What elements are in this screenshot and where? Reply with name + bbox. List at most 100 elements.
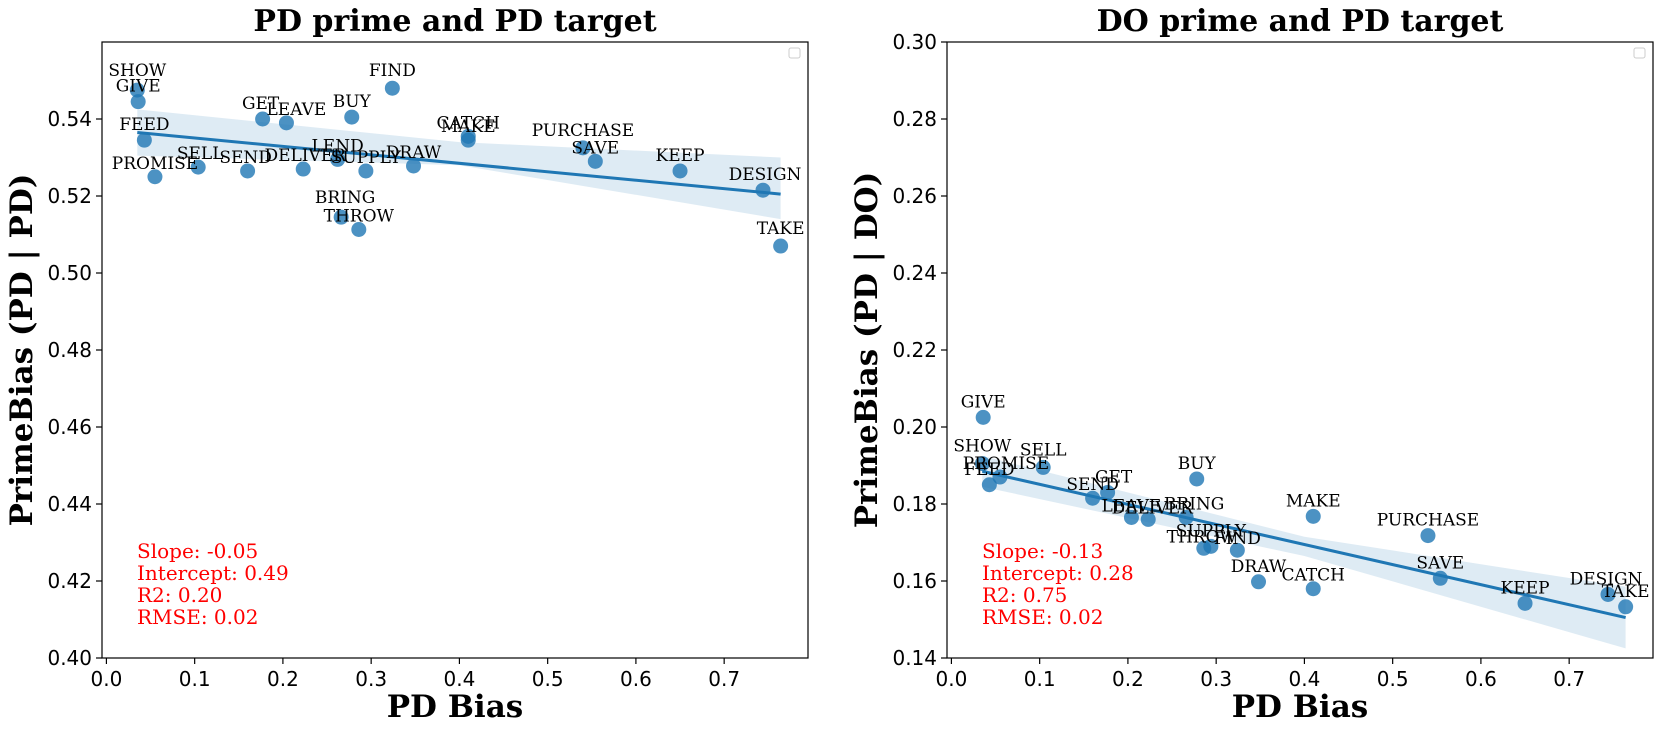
chart-right-point-send [1085,490,1101,506]
chart-left-label-supply: SUPPLY [331,148,402,168]
chart-right-label-catch: CATCH [1281,566,1345,586]
chart-right-ytick-label: 0.24 [892,261,937,285]
chart-right-xtick-label: 0.3 [1200,667,1232,691]
chart-right-xtick-label: 0.2 [1112,667,1144,691]
chart-left-xtick-label: 0.0 [91,667,123,691]
chart-left-label-draw: DRAW [386,143,442,163]
chart-left-label-feed: FEED [119,115,169,135]
chart-left-xtick-label: 0.2 [267,667,299,691]
chart-right-point-give [975,409,991,425]
chart-right-points [974,409,1634,615]
chart-right-label-sell: SELL [1020,440,1067,460]
chart-left-point-sell [190,159,206,175]
chart-left-point-leave [278,115,294,131]
chart-left-title: PD prime and PD target [253,4,656,39]
chart-left-stat-rmse: RMSE: 0.02 [137,605,258,629]
chart-left-label-take: TAKE [757,219,805,239]
chart-right-label-bring: BRING [1164,494,1224,514]
chart-right-point-catch [1305,581,1321,597]
chart-right-legend [1633,47,1646,59]
chart-right-xtick-label: 0.6 [1465,667,1497,691]
chart-right-label-give: GIVE [961,392,1006,412]
chart-right-ytick-label: 0.20 [892,415,937,439]
chart-right-point-get [1100,484,1116,500]
chart-left-point-draw [406,158,422,174]
chart-left-ytick-label: 0.40 [47,646,92,670]
chart-left-label-catch: CATCH [436,113,500,133]
chart-right-point-design [1600,586,1616,602]
chart-right-stat-r2: R2: 0.75 [982,583,1067,607]
chart-right-label-leave: LEAVE [1102,496,1162,516]
chart-right-label-purchase: PURCHASE [1377,511,1479,531]
chart-right-ytick-label: 0.30 [892,30,937,54]
chart-right-label-make: MAKE [1286,491,1341,511]
chart-right-label-feed: FEED [964,460,1014,480]
chart-left-point-take [773,238,789,254]
chart-left-y-ticks: 0.40 0.42 0.44 0.46 0.48 0.50 0.52 0.54 [47,107,102,670]
chart-right-point-bring [1178,509,1194,525]
chart-right-ci-band-path [982,455,1626,649]
chart-right-label-send: SEND [1066,475,1119,495]
chart-left-stat-intercept: Intercept: 0.49 [137,561,289,585]
chart-left-label-design: DESIGN [729,165,802,185]
chart-left-ytick-label: 0.50 [47,261,92,285]
chart-left-label-buy: BUY [333,92,372,112]
chart-left-regression-line [137,130,781,196]
chart-right-stat-rmse: RMSE: 0.02 [982,605,1103,629]
chart-left-label-give: GIVE [116,77,161,97]
chart-left-ytick-label: 0.48 [47,338,92,362]
chart-left-point-purchase [575,140,591,156]
chart-right-ytick-label: 0.14 [892,646,937,670]
chart-right-ytick-label: 0.26 [892,184,937,208]
chart-left-point-feed [136,132,152,148]
chart-right-label-keep: KEEP [1501,578,1550,598]
chart-left-ytick-label: 0.44 [47,492,92,516]
chart-right-label-show: SHOW [953,437,1011,457]
chart-right-label-get: GET [1095,467,1133,487]
chart-left-point-throw [351,221,367,237]
chart-left-x-axis-label: PD Bias [387,689,524,725]
chart-right-ytick-label: 0.28 [892,107,937,131]
chart-left-point-make [460,132,476,148]
chart-left-label-send: SEND [219,148,272,168]
chart-left-label-show: SHOW [108,61,166,81]
chart-left-point-show [129,82,145,98]
chart-left-ytick-label: 0.52 [47,184,92,208]
chart-right-point-feed [981,477,997,493]
chart-left-stats: Slope: -0.05 Intercept: 0.49 R2: 0.20 RM… [137,539,289,629]
chart-right-label-design: DESIGN [1570,569,1643,589]
chart-right-stats: Slope: -0.13 Intercept: 0.28 R2: 0.75 RM… [982,539,1134,629]
chart-left-label-deliver: DELIVER [264,146,347,166]
chart-right-x-ticks: 0.0 0.1 0.2 0.3 0.4 0.5 0.6 0.7 [936,658,1585,691]
chart-left-label-make: MAKE [441,117,496,137]
chart-left-point-lend [330,151,346,167]
chart-left-point-send [240,163,256,179]
chart-left-xtick-label: 0.1 [179,667,211,691]
chart-left-xtick-label: 0.4 [444,667,476,691]
chart-left-fit-line [137,130,781,196]
chart-right-point-promise [992,469,1008,485]
chart-left-label-throw: THROW [324,206,395,226]
chart-right-xtick-label: 0.0 [936,667,968,691]
chart-left-point-promise [147,169,163,185]
chart-right-label-promise: PROMISE [963,454,1049,474]
chart-left-point-design [755,182,771,198]
chart-right-title: DO prime and PD target [1097,4,1504,39]
chart-right-stat-intercept: Intercept: 0.28 [982,561,1134,585]
chart-left-xtick-label: 0.7 [708,667,740,691]
chart-left-ytick-label: 0.42 [47,569,92,593]
chart-left-xtick-label: 0.3 [355,667,387,691]
chart-left-xtick-label: 0.5 [532,667,564,691]
chart-right-point-keep [1517,595,1533,611]
chart-right-label-take: TAKE [1602,582,1650,602]
chart-left-point-supply [358,163,374,179]
chart-left-y-axis-label: PrimeBias (PD | PD) [4,174,40,527]
chart-right-point-purchase [1420,528,1436,544]
chart-right-ytick-label: 0.18 [892,492,937,516]
chart-right-point-supply [1203,538,1219,554]
chart-left-point-give [130,94,146,110]
chart-left-legend [788,47,801,59]
